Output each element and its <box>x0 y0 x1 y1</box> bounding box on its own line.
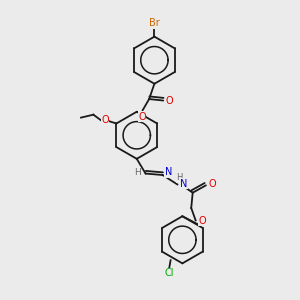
Text: H: H <box>134 168 141 177</box>
Text: Br: Br <box>149 18 160 28</box>
Text: O: O <box>166 95 173 106</box>
Text: O: O <box>138 112 146 122</box>
Text: H: H <box>177 173 183 182</box>
Text: N: N <box>165 167 172 177</box>
Text: Cl: Cl <box>164 268 174 278</box>
Text: O: O <box>101 115 109 125</box>
Text: O: O <box>208 179 216 189</box>
Text: O: O <box>198 216 206 226</box>
Text: N: N <box>180 179 188 189</box>
